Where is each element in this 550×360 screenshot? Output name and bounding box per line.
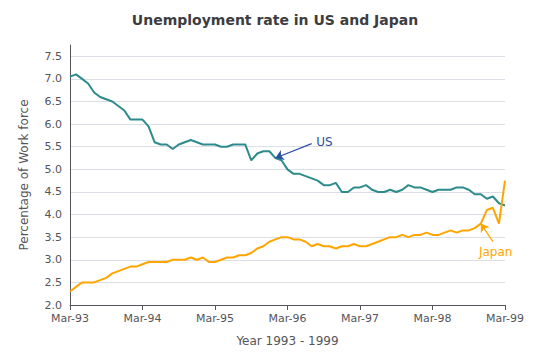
svg-text:Mar-97: Mar-97 — [341, 312, 379, 325]
svg-text:4.5: 4.5 — [45, 185, 63, 198]
svg-text:2.0: 2.0 — [45, 299, 63, 312]
svg-text:3.5: 3.5 — [45, 231, 63, 244]
svg-text:Percentage of Work force: Percentage of Work force — [17, 99, 31, 250]
svg-text:3.0: 3.0 — [45, 253, 63, 266]
svg-text:Mar-99: Mar-99 — [486, 312, 524, 325]
svg-text:5.5: 5.5 — [45, 140, 63, 153]
svg-text:5.0: 5.0 — [45, 163, 63, 176]
svg-text:Mar-98: Mar-98 — [413, 312, 451, 325]
svg-text:Year 1993 - 1999: Year 1993 - 1999 — [235, 334, 338, 348]
svg-text:7.5: 7.5 — [45, 50, 63, 63]
svg-text:4.0: 4.0 — [45, 208, 63, 221]
svg-text:Mar-93: Mar-93 — [51, 312, 89, 325]
svg-text:6.0: 6.0 — [45, 118, 63, 131]
svg-text:Mar-95: Mar-95 — [196, 312, 234, 325]
svg-text:7.0: 7.0 — [45, 72, 63, 85]
svg-text:Mar-96: Mar-96 — [268, 312, 306, 325]
svg-text:Unemployment rate in US and Ja: Unemployment rate in US and Japan — [132, 12, 418, 28]
svg-text:US: US — [316, 135, 332, 149]
svg-text:2.5: 2.5 — [45, 276, 63, 289]
svg-text:Mar-94: Mar-94 — [123, 312, 161, 325]
svg-text:6.5: 6.5 — [45, 95, 63, 108]
svg-text:Japan: Japan — [478, 245, 512, 259]
